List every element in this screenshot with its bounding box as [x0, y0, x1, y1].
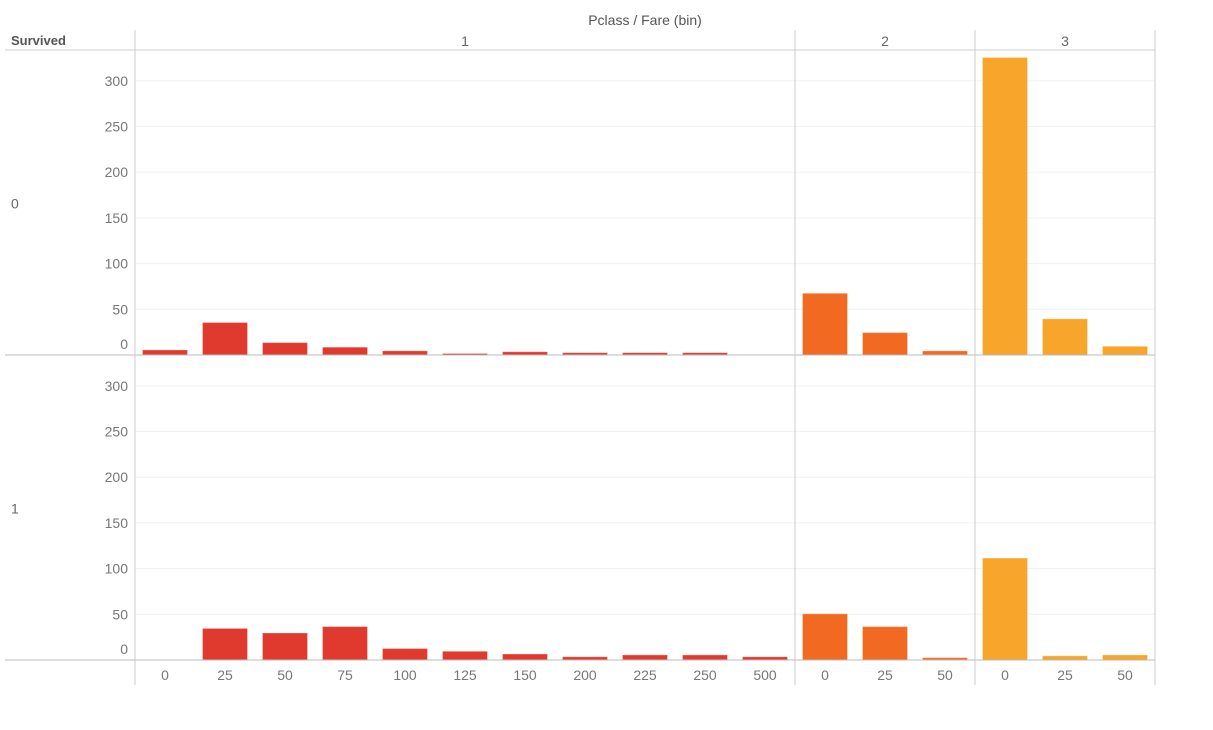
x-tick-label: 225 — [633, 667, 657, 683]
bar-pclass1-fare250-survived1 — [682, 654, 728, 661]
facet-frame — [5, 30, 1156, 685]
bar-pclass3-fare50-survived1 — [1102, 654, 1148, 661]
x-tick-label: 25 — [1057, 667, 1073, 683]
y-tick-label: 250 — [105, 424, 129, 440]
y-tick-label: 250 — [105, 119, 129, 135]
x-tick-label: 0 — [1001, 667, 1009, 683]
y-tick-label: 300 — [105, 73, 129, 89]
column-header-pclass-2: 2 — [881, 33, 889, 49]
bar-pclass2-fare0-survived0 — [802, 293, 848, 356]
y-tick-label: 200 — [105, 469, 129, 485]
x-tick-label: 250 — [693, 667, 717, 683]
bars — [142, 57, 1148, 661]
bar-pclass1-fare0-survived0 — [142, 349, 188, 356]
x-tick-label: 25 — [217, 667, 233, 683]
bar-pclass1-fare225-survived1 — [622, 654, 668, 661]
y-tick-label: 300 — [105, 378, 129, 394]
bar-pclass3-fare50-survived0 — [1102, 346, 1148, 356]
bar-pclass1-fare125-survived1 — [442, 651, 488, 661]
bar-pclass2-fare50-survived0 — [922, 350, 968, 356]
axis-labels: 0501001502002503000050100150200250300110… — [11, 33, 1133, 683]
x-tick-label: 0 — [161, 667, 169, 683]
y-tick-label: 100 — [105, 561, 129, 577]
row-label-survived-1: 1 — [11, 501, 19, 517]
x-tick-label: 125 — [453, 667, 477, 683]
bar-pclass1-fare25-survived1 — [202, 628, 248, 661]
bar-pclass2-fare25-survived1 — [862, 626, 908, 661]
bar-pclass2-fare25-survived0 — [862, 332, 908, 356]
y-tick-label: 150 — [105, 210, 129, 226]
y-tick-label: 200 — [105, 164, 129, 180]
x-tick-label: 200 — [573, 667, 597, 683]
y-tick-label: 0 — [120, 641, 128, 657]
bar-pclass3-fare25-survived0 — [1042, 318, 1088, 356]
y-tick-label: 50 — [112, 606, 128, 622]
x-tick-label: 75 — [337, 667, 353, 683]
bar-pclass3-fare0-survived0 — [982, 57, 1028, 356]
y-tick-label: 50 — [112, 301, 128, 317]
y-tick-label: 150 — [105, 515, 129, 531]
x-tick-label: 100 — [393, 667, 417, 683]
x-tick-label: 0 — [821, 667, 829, 683]
bar-pclass1-fare100-survived0 — [382, 350, 428, 356]
chart-title: Pclass / Fare (bin) — [588, 12, 702, 28]
row-label-survived-0: 0 — [11, 196, 19, 212]
column-header-pclass-3: 3 — [1061, 33, 1069, 49]
bar-pclass1-fare100-survived1 — [382, 648, 428, 661]
x-tick-label: 50 — [937, 667, 953, 683]
bar-pclass1-fare50-survived1 — [262, 632, 308, 661]
y-tick-label: 0 — [120, 336, 128, 352]
x-tick-label: 50 — [277, 667, 293, 683]
row-header-survived: Survived — [11, 33, 66, 48]
x-tick-label: 500 — [753, 667, 777, 683]
bar-pclass3-fare0-survived1 — [982, 558, 1028, 661]
x-tick-label: 25 — [877, 667, 893, 683]
x-tick-label: 50 — [1117, 667, 1133, 683]
gridlines — [135, 80, 1155, 615]
bar-pclass3-fare25-survived1 — [1042, 655, 1088, 661]
x-tick-label: 150 — [513, 667, 537, 683]
bar-pclass1-fare25-survived0 — [202, 322, 248, 356]
bar-pclass1-fare75-survived1 — [322, 626, 368, 661]
bar-pclass1-fare50-survived0 — [262, 342, 308, 356]
column-header-pclass-1: 1 — [461, 33, 469, 49]
y-tick-label: 100 — [105, 256, 129, 272]
bar-pclass1-fare75-survived0 — [322, 347, 368, 356]
bar-pclass1-fare150-survived1 — [502, 654, 548, 661]
bar-pclass2-fare0-survived1 — [802, 613, 848, 661]
